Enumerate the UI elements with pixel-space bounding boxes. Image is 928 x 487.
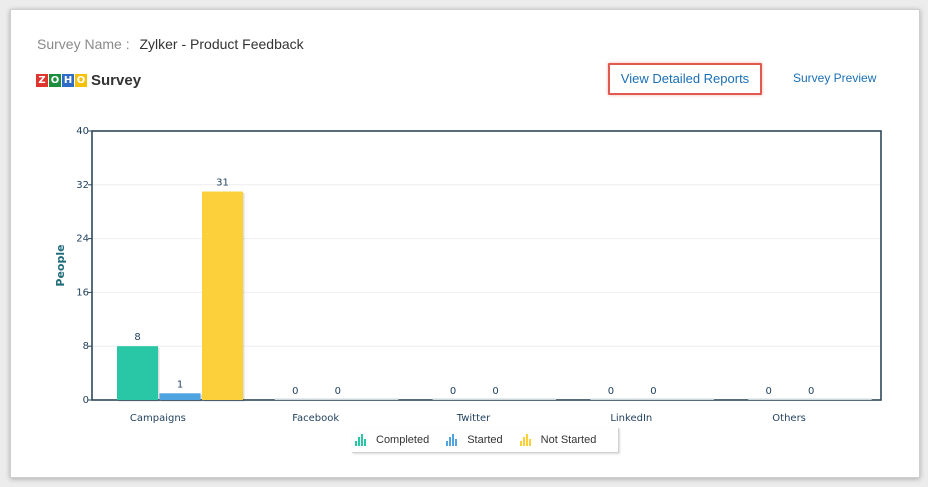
bar — [632, 398, 714, 400]
legend-label: Completed — [376, 434, 430, 446]
legend-item-not-started[interactable]: Not Started — [519, 434, 597, 446]
legend-item-completed[interactable]: Completed — [355, 434, 429, 446]
bar — [117, 346, 158, 400]
zoho-survey-brand: Z O H O Survey — [36, 72, 141, 89]
x-tick-label: Others — [772, 413, 806, 424]
survey-name-value: Zylker - Product Feedback — [139, 36, 304, 52]
data-label: 0 — [808, 386, 814, 397]
zoho-logo-icon: Z O H O — [36, 74, 88, 87]
data-label: 0 — [650, 386, 656, 397]
y-tick-label: 0 — [83, 395, 89, 406]
x-tick-label: Facebook — [292, 413, 339, 424]
legend-label: Not Started — [540, 434, 597, 446]
bar — [432, 398, 514, 400]
bar-chart-icon — [355, 434, 367, 446]
y-tick-label: 24 — [76, 234, 89, 245]
data-label: 1 — [177, 379, 183, 390]
zoho-logo-letter: H — [62, 74, 74, 87]
legend-label: Started — [467, 434, 503, 446]
data-label: 0 — [450, 386, 456, 397]
y-tick-label: 40 — [76, 126, 89, 137]
data-label: 8 — [134, 332, 140, 343]
zoho-logo-letter: O — [75, 74, 87, 87]
chart-legend: Completed Started Not Started — [352, 428, 619, 453]
bar-chart-icon — [446, 434, 458, 446]
survey-name-row: Survey Name : Zylker - Product Feedback — [37, 36, 304, 52]
bar — [790, 398, 872, 400]
legend-item-started[interactable]: Started — [446, 434, 503, 446]
bar — [590, 398, 672, 400]
bar — [159, 393, 201, 400]
data-label: 0 — [766, 386, 772, 397]
y-axis-label: People — [54, 244, 67, 286]
x-tick-label: Twitter — [456, 413, 491, 424]
data-label: 0 — [335, 386, 341, 397]
survey-report-card: Survey Name : Zylker - Product Feedback … — [10, 9, 920, 478]
bar-chart-icon — [519, 434, 532, 446]
y-tick-label: 32 — [76, 180, 89, 191]
bar — [748, 398, 830, 400]
bar — [475, 398, 557, 400]
zoho-logo-letter: O — [49, 74, 61, 87]
survey-preview-link[interactable]: Survey Preview — [793, 71, 877, 85]
view-detailed-reports-button[interactable]: View Detailed Reports — [608, 63, 762, 95]
data-label: 0 — [492, 386, 498, 397]
survey-name-label: Survey Name : — [37, 36, 130, 52]
bar — [317, 398, 399, 400]
x-tick-label: Campaigns — [130, 413, 186, 424]
bar — [274, 398, 356, 400]
data-label: 31 — [216, 178, 229, 189]
data-label: 0 — [608, 386, 614, 397]
y-tick-label: 8 — [83, 341, 89, 352]
x-tick-label: LinkedIn — [610, 413, 652, 424]
brand-name: Survey — [91, 72, 142, 89]
zoho-logo-letter: Z — [36, 74, 48, 87]
data-label: 0 — [292, 386, 298, 397]
responses-bar-chart: 0 8 16 24 32 40 People 8 1 31 Campaigns 0 0 Facebook 0… — [54, 126, 882, 424]
y-tick-label: 16 — [76, 287, 89, 298]
bar — [202, 191, 243, 400]
